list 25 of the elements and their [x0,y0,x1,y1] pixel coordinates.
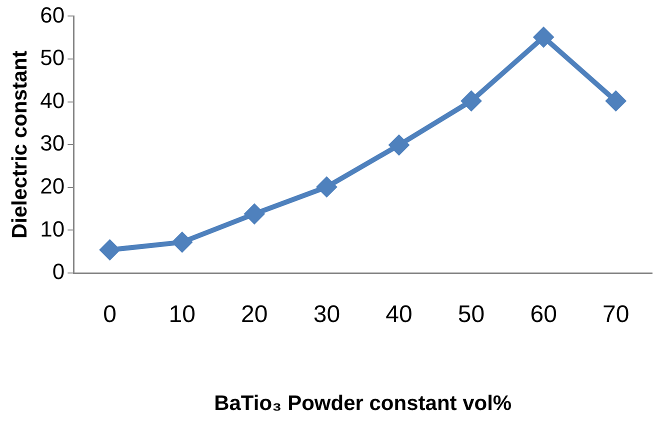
point [605,90,626,112]
point [460,90,482,112]
y-tick-label: 50 [40,45,65,70]
point [388,134,410,156]
point [172,232,193,253]
y-tick-label: 0 [52,259,65,284]
y-tick-label: 10 [40,216,65,242]
x-tick-label: 60 [530,301,557,328]
x-tick-label: 50 [458,301,485,328]
x-tick-label: 30 [313,301,340,328]
y-tick-label: 20 [40,173,65,198]
x-axis-title: BaTio₃ Powder constant vol% [214,392,512,416]
point [316,176,338,198]
x-tick-label: 40 [386,301,412,328]
point [244,203,265,224]
y-tick-label: 30 [40,130,65,156]
y-tick-label: 40 [40,88,65,113]
x-tick-label: 0 [103,301,116,328]
y-tick-label: 60 [40,2,65,28]
x-tick-label: 70 [602,301,630,328]
x-tick-label: 20 [241,301,268,328]
point [533,26,554,48]
point [99,239,120,260]
y-axis-title: Dielectric constant [8,50,32,239]
x-tick-label: 10 [168,301,196,328]
